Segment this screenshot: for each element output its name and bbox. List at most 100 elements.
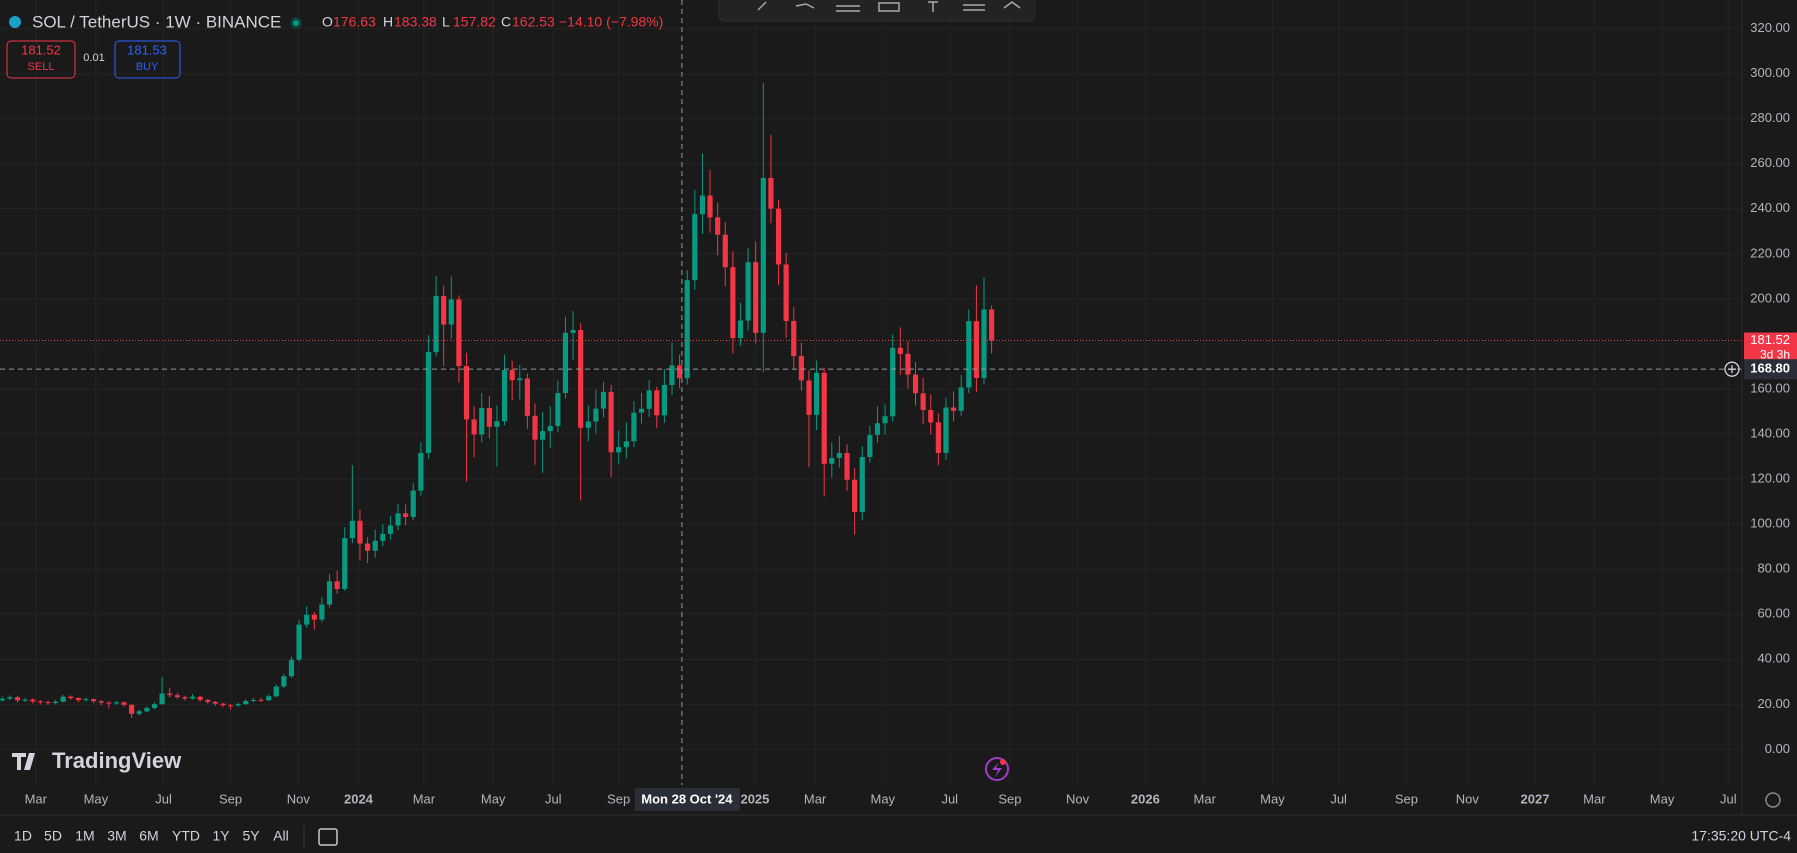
candle-body [897, 347, 903, 354]
candle-body [669, 365, 675, 385]
x-tick-label: May [481, 791, 506, 806]
candle-body [562, 332, 569, 394]
sell-label[interactable]: SELL [28, 61, 55, 73]
crosshair-date-box [634, 788, 740, 811]
candle-body [524, 378, 530, 416]
candle-body [722, 234, 728, 268]
candle-body [631, 412, 637, 442]
x-tick-label: 2025 [740, 791, 769, 806]
sell-button[interactable] [6, 40, 76, 79]
ohlc-key: L [442, 14, 450, 30]
date-range-button[interactable] [318, 828, 338, 846]
candle-body [68, 696, 74, 699]
symbol-title[interactable]: SOL / TetherUS · 1W · BINANCE [32, 12, 281, 31]
range-buttons: 1D 5D 1M 3M 6M YTD 1Y 5Y All [14, 828, 289, 844]
candle-body [471, 419, 477, 435]
tool-fib[interactable] [795, 3, 815, 9]
candle-body [623, 441, 629, 448]
y-tick-label: 320.00 [1750, 20, 1790, 35]
ohlc-value: 183.38 [394, 14, 437, 30]
buy-label[interactable]: BUY [136, 61, 159, 73]
symbol-icon [9, 16, 21, 28]
buy-button[interactable] [114, 40, 181, 79]
candle-body [52, 701, 59, 704]
y-tick-label: 300.00 [1750, 65, 1790, 80]
candle-body [304, 614, 310, 625]
ohlc-legend: O 176.63 H 183.38 L 157.82 C 162.53 [322, 14, 555, 30]
y-tick-label: 280.00 [1750, 110, 1790, 125]
candle-body [707, 195, 713, 218]
sell-price[interactable]: 181.52 [21, 42, 61, 57]
candle-body [228, 705, 234, 707]
candle-body [905, 353, 911, 375]
buy-price[interactable]: 181.53 [127, 42, 167, 57]
candle-body [730, 267, 736, 339]
y-tick-label: 240.00 [1750, 200, 1790, 215]
y-tick-label: 160.00 [1750, 380, 1790, 395]
range-button[interactable]: 5D [44, 828, 62, 844]
candle-body [479, 407, 485, 435]
ohlc-value: 162.53 [512, 14, 555, 30]
tool-more[interactable] [1003, 1, 1021, 9]
grid [0, 0, 1742, 785]
add-alert-button[interactable] [1724, 361, 1740, 377]
range-button[interactable]: 5Y [242, 828, 260, 844]
ohlc-value: 176.63 [333, 14, 376, 30]
toolbar-icons [757, 1, 1021, 12]
tool-pitchfork[interactable] [928, 1, 938, 12]
candle-body [250, 699, 257, 701]
candle-body [753, 262, 759, 333]
range-button[interactable]: 1M [75, 828, 94, 844]
candle-body [395, 513, 401, 526]
x-tick-label: Mar [1194, 791, 1217, 806]
brand-name[interactable]: TradingView [52, 748, 182, 773]
y-tick-label: 60.00 [1757, 606, 1790, 621]
range-button[interactable]: YTD [172, 828, 200, 844]
candle-body [616, 447, 622, 453]
candle-body [364, 543, 371, 551]
candle-body [456, 299, 462, 367]
last-price-box [1744, 332, 1797, 364]
candle-body [311, 614, 317, 620]
y-tick-label: 200.00 [1750, 290, 1790, 305]
candle-body [75, 698, 81, 701]
tool-trendline[interactable] [757, 1, 767, 11]
candle-body [410, 490, 416, 517]
x-tick-label: May [1650, 791, 1675, 806]
candle-body [829, 457, 835, 464]
drawing-toolbar[interactable] [718, 0, 1036, 22]
candle-body [890, 347, 896, 417]
candle-body [585, 421, 591, 428]
x-tick-label: Jul [1330, 791, 1347, 806]
candle-body [113, 702, 120, 704]
tool-lines[interactable] [836, 5, 860, 12]
y-tick-label: 80.00 [1757, 561, 1790, 576]
candle-body [281, 676, 287, 687]
candle-body [288, 659, 295, 677]
range-button[interactable]: All [273, 828, 289, 844]
candle-body [540, 431, 546, 440]
lightning-icon [992, 762, 1002, 777]
candle-body [661, 384, 667, 416]
candle-body [836, 452, 843, 458]
candle-body [760, 177, 766, 333]
candle-body [159, 693, 165, 705]
candle-body [928, 409, 934, 423]
x-tick-label: Mar [413, 791, 436, 806]
candle-body [570, 329, 576, 333]
tool-measure[interactable] [963, 4, 985, 11]
candle-body [136, 711, 142, 714]
range-button[interactable]: 6M [139, 828, 158, 844]
lightning-button[interactable] [985, 757, 1009, 781]
range-button[interactable]: 1Y [212, 828, 230, 844]
candle-body [425, 352, 432, 453]
range-button[interactable]: 1D [14, 828, 32, 844]
range-button[interactable]: 3M [107, 828, 126, 844]
tool-rect[interactable] [878, 2, 900, 12]
settings-button[interactable] [1765, 792, 1781, 808]
candle-body [189, 696, 196, 699]
candle-body [935, 422, 941, 453]
candle-body [273, 686, 279, 697]
